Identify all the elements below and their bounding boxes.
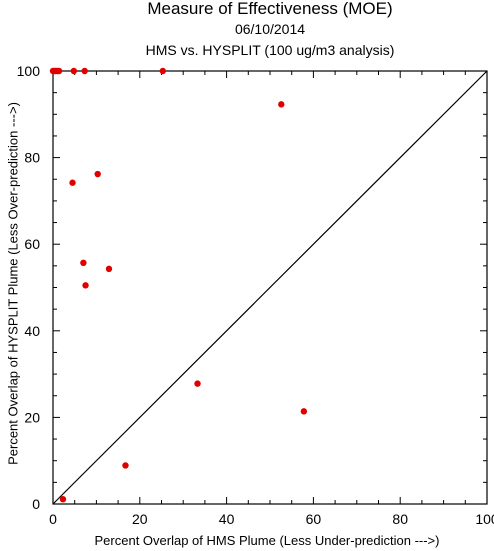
x-tick-label: 0 — [49, 511, 57, 527]
diagonal-reference-line — [52, 70, 488, 505]
data-point — [82, 282, 89, 289]
chart-date: 06/10/2014 — [234, 21, 306, 37]
data-point — [278, 101, 285, 108]
y-tick-label: 20 — [24, 409, 40, 425]
chart-title: Measure of Effectiveness (MOE) — [147, 0, 393, 18]
data-point — [55, 67, 63, 75]
data-point — [300, 408, 308, 415]
y-tick-label: 100 — [17, 63, 41, 79]
data-point — [81, 67, 88, 75]
y-tick-label: 80 — [24, 150, 40, 166]
data-point — [59, 496, 67, 503]
data-point — [105, 265, 113, 273]
x-tick-label: 60 — [306, 511, 322, 527]
axis-ticks — [52, 70, 488, 505]
y-tick-label: 60 — [24, 236, 40, 252]
x-tick-label: 20 — [132, 511, 148, 527]
data-point — [80, 259, 87, 267]
x-tick-label: 40 — [219, 511, 235, 527]
y-tick-label: 40 — [24, 323, 40, 339]
y-axis-label: Percent Overlap of HYSPLIT Plume (Less O… — [6, 102, 21, 465]
x-tick-labels: 0 20 40 60 80 100 — [49, 511, 494, 527]
y-tick-label: 0 — [32, 496, 40, 512]
x-tick-label: 80 — [392, 511, 408, 527]
chart-subtitle: HMS vs. HYSPLIT (100 ug/m3 analysis) — [145, 42, 395, 58]
x-tick-label: 100 — [475, 511, 494, 527]
data-point — [69, 179, 76, 186]
data-point — [70, 67, 78, 75]
data-point — [122, 462, 129, 469]
y-tick-labels: 0 20 40 60 80 100 — [17, 63, 41, 512]
data-point — [159, 67, 167, 75]
data-points — [49, 67, 308, 503]
data-point — [94, 170, 101, 178]
data-point — [194, 380, 201, 387]
x-axis-label: Percent Overlap of HMS Plume (Less Under… — [95, 533, 440, 548]
